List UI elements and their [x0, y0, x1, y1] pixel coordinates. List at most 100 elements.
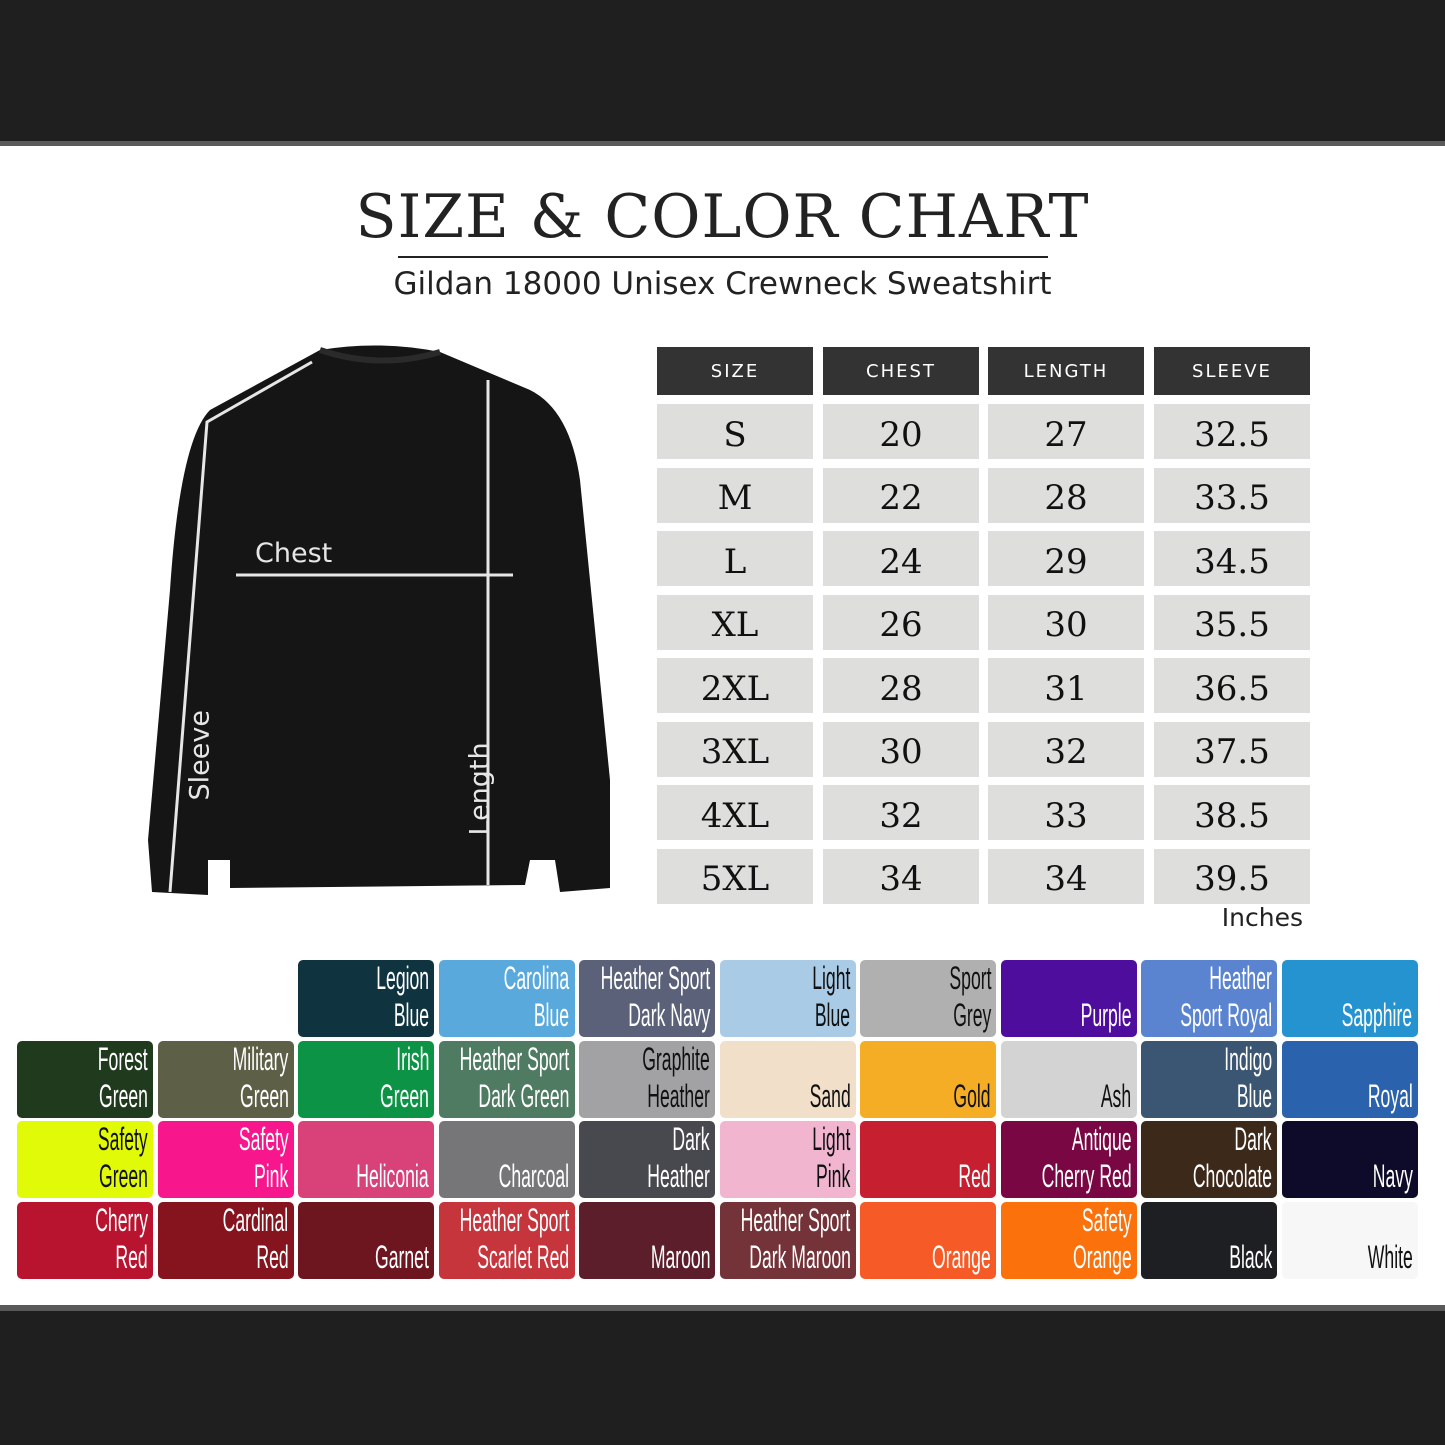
color-swatch-label: Royal	[1367, 1077, 1413, 1114]
table-cell: 28	[988, 467, 1144, 523]
color-swatch-label: Pink	[254, 1158, 289, 1194]
color-swatch-label: Charcoal	[499, 1158, 570, 1194]
table-cell: S	[657, 404, 813, 459]
color-swatch-label: Heliconia	[356, 1158, 429, 1194]
length-label: Length	[464, 742, 496, 836]
color-swatch-label: Blue	[534, 997, 570, 1033]
color-swatch: Heather Sport Scarlet Red	[438, 1201, 575, 1279]
table-cell: 30	[988, 594, 1144, 650]
sweatshirt-diagram: Chest Sleeve Length	[140, 340, 630, 905]
color-swatch: Safety Green	[17, 1121, 153, 1198]
color-swatch-label: Green	[380, 1077, 429, 1114]
color-swatch-label: Graphite	[642, 1040, 710, 1077]
color-swatch-label: Cardinal	[222, 1201, 289, 1238]
color-swatch: Legion Blue	[298, 960, 434, 1037]
table-cell: 33	[988, 785, 1144, 840]
color-swatch-label: Dark Maroon	[748, 1238, 851, 1275]
table-cell: 35.5	[1154, 594, 1310, 650]
color-swatch-label: Heather Sport	[600, 960, 710, 996]
color-swatch: Safety Orange	[1000, 1201, 1137, 1279]
color-swatch: Maroon	[579, 1201, 715, 1279]
color-swatch: Charcoal	[438, 1121, 575, 1198]
color-swatch-label: Cherry	[95, 1201, 148, 1238]
table-cell: 34.5	[1154, 531, 1310, 586]
color-swatch-label: Scarlet Red	[477, 1238, 570, 1275]
color-swatch-label: Red	[115, 1238, 148, 1275]
color-swatch: Sapphire	[1281, 960, 1418, 1037]
table-cell: 33.5	[1154, 467, 1310, 523]
color-swatch: Royal	[1281, 1040, 1418, 1118]
color-swatch-label: Chocolate	[1192, 1158, 1272, 1194]
table-cell: XL	[657, 594, 813, 650]
color-swatch-label: Light	[812, 960, 851, 996]
color-swatch-label: Gold	[953, 1077, 991, 1114]
color-swatch-label: Heather Sport	[740, 1201, 851, 1238]
title-divider	[398, 256, 1048, 258]
color-swatch-label: Safety	[238, 1121, 289, 1157]
color-swatch: Forest Green	[17, 1040, 153, 1118]
color-swatch: Black	[1141, 1201, 1277, 1279]
color-swatch: Heather Sport Dark Navy	[579, 960, 715, 1037]
table-cell: 36.5	[1154, 658, 1310, 713]
color-swatch-label: Indigo	[1224, 1040, 1272, 1077]
sleeve-line	[168, 360, 313, 893]
color-swatch: Gold	[860, 1040, 996, 1118]
table-cell: 28	[823, 658, 979, 713]
color-swatch: Dark Chocolate	[1141, 1121, 1277, 1198]
color-swatch: Graphite Heather	[579, 1040, 715, 1118]
color-swatch-label: Green	[99, 1077, 148, 1114]
color-swatch-label: Antique	[1071, 1121, 1132, 1157]
color-swatch: Purple	[1000, 960, 1137, 1037]
table-cell: 37.5	[1154, 721, 1310, 777]
table-cell: 5XL	[657, 848, 813, 904]
table-cell: 26	[823, 594, 979, 650]
sweatshirt-image	[148, 345, 610, 895]
page-subtitle: Gildan 18000 Unisex Crewneck Sweatshirt	[393, 266, 1052, 302]
table-cell: 20	[823, 404, 979, 459]
color-swatch: Heather Sport Royal	[1141, 960, 1277, 1037]
table-cell: 29	[988, 531, 1144, 586]
color-swatch: Carolina Blue	[438, 960, 575, 1037]
color-swatch-label: Light	[812, 1121, 851, 1157]
color-swatch: Sport Grey	[860, 960, 996, 1037]
color-swatch: Navy	[1281, 1121, 1418, 1198]
color-swatch: Heliconia	[298, 1121, 434, 1198]
table-cell: 39.5	[1154, 848, 1310, 904]
table-header-chest: CHEST	[823, 347, 979, 395]
color-swatch-label: Heather	[647, 1077, 710, 1114]
sleeve-label: Sleeve	[184, 710, 216, 801]
color-swatch-label: Safety	[98, 1121, 148, 1157]
bottom-band	[0, 1305, 1445, 1445]
color-swatch-label: Dark Green	[478, 1077, 570, 1114]
color-swatch-label: Ash	[1101, 1077, 1132, 1114]
color-swatch-label: Dark	[672, 1121, 710, 1157]
color-swatch: Light Pink	[719, 1121, 856, 1198]
table-header-size: SIZE	[657, 347, 813, 395]
color-swatch: White	[1281, 1201, 1418, 1279]
color-swatch: Light Blue	[719, 960, 856, 1037]
page-title: SIZE & COLOR CHART	[355, 182, 1090, 252]
table-header-length: LENGTH	[988, 347, 1144, 395]
color-swatch-label: Orange	[932, 1238, 991, 1275]
table-cell: 32.5	[1154, 404, 1310, 459]
color-swatch: Orange	[860, 1201, 996, 1279]
color-swatch-label: Blue	[815, 997, 851, 1033]
top-band	[0, 0, 1445, 146]
unit-label: Inches	[1221, 903, 1303, 932]
table-cell: 24	[823, 531, 979, 586]
table-header-sleeve: SLEEVE	[1154, 347, 1310, 395]
color-swatch: Sand	[719, 1040, 856, 1118]
color-swatch-label: Cherry Red	[1041, 1158, 1132, 1194]
table-cell: 3XL	[657, 721, 813, 777]
color-swatch-label: Heather Sport	[459, 1201, 570, 1238]
color-swatch-label: Forest	[98, 1040, 148, 1077]
color-swatch: Red	[860, 1121, 996, 1198]
color-swatch-label: Heather Sport	[459, 1040, 570, 1077]
color-swatch-label: Maroon	[650, 1238, 710, 1275]
color-swatch-label: Sport Royal	[1180, 997, 1272, 1033]
color-swatch-label: Safety	[1081, 1201, 1132, 1238]
color-swatch-label: Red	[256, 1238, 289, 1275]
color-swatch-label: Purple	[1080, 997, 1132, 1033]
color-swatch-label: Sport	[948, 960, 991, 996]
color-swatch-label: Heather	[647, 1158, 710, 1194]
